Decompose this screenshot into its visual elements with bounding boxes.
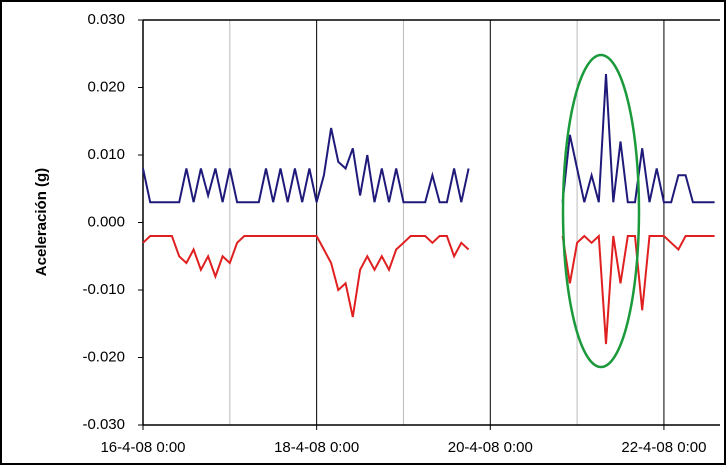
highlight-ellipse (561, 53, 641, 369)
y-tick-label: 0.010 (87, 146, 125, 163)
x-tick-label: 18-4-08 0:00 (274, 439, 359, 456)
y-tick-label: -0.010 (82, 281, 125, 298)
x-tick-label: 16-4-08 0:00 (100, 439, 185, 456)
y-tick-label: 0.000 (87, 213, 125, 230)
x-tick-label: 22-4-08 0:00 (621, 439, 706, 456)
y-tick-label: -0.020 (82, 348, 125, 365)
y-tick-label: -0.030 (82, 416, 125, 433)
y-tick-label: 0.020 (87, 78, 125, 95)
x-tick-label: 20-4-08 0:00 (448, 439, 533, 456)
y-axis-label: Aceleración (g) (33, 168, 50, 276)
series-line (142, 233, 715, 345)
y-tick-label: 0.030 (87, 11, 125, 28)
